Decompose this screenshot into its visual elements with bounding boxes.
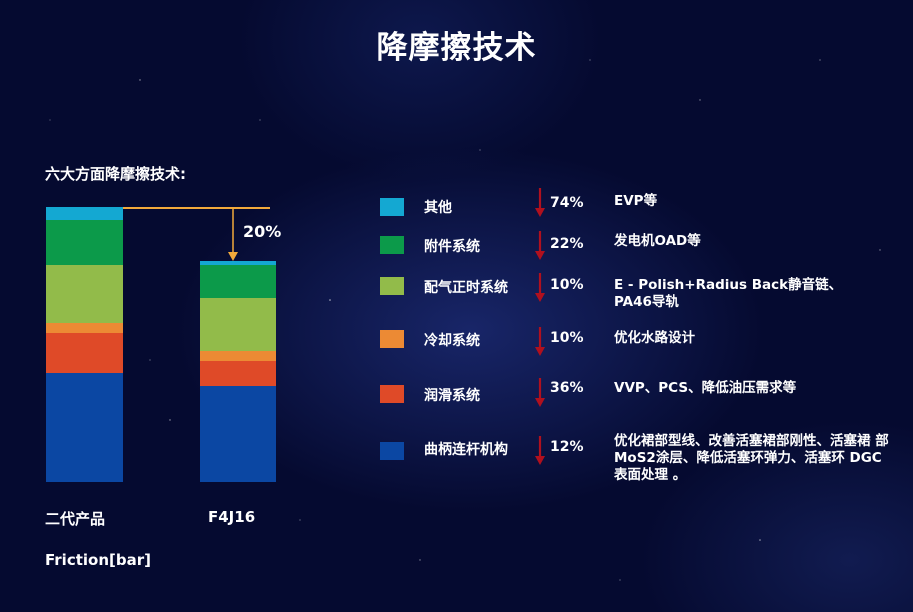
- legend-label-lube: 润滑系统: [424, 388, 480, 404]
- legend-label-accessory: 附件系统: [424, 239, 480, 255]
- legend-label-other: 其他: [424, 200, 452, 216]
- legend-swatch-accessory: [380, 236, 404, 254]
- down-arrow-icon: [535, 327, 545, 356]
- bar2-seg-cooling: [200, 351, 276, 361]
- reduction-pct-other: 74%: [550, 195, 584, 211]
- bar1-seg-valvetrain: [46, 265, 123, 323]
- legend-swatch-lube: [380, 385, 404, 403]
- reduction-pct-lube: 36%: [550, 380, 584, 396]
- legend-label-valvetrain: 配气正时系统: [424, 280, 508, 296]
- bar1-seg-accessory: [46, 220, 123, 265]
- x-label-f4j16: F4J16: [208, 508, 256, 526]
- bar2-seg-valvetrain: [200, 298, 276, 351]
- desc-accessory: 发电机OAD等: [614, 233, 701, 249]
- y-axis-label: Friction[bar]: [45, 551, 151, 569]
- legend-swatch-other: [380, 198, 404, 216]
- legend-swatch-valvetrain: [380, 277, 404, 295]
- legend-swatch-cooling: [380, 330, 404, 348]
- bar1-seg-lube: [46, 333, 123, 373]
- x-label-gen2: 二代产品: [45, 510, 106, 528]
- down-arrow-icon: [535, 436, 545, 465]
- down-arrow-icon: [535, 231, 545, 260]
- legend-label-crank: 曲柄连杆机构: [424, 442, 508, 458]
- desc-other: EVP等: [614, 193, 658, 209]
- reduction-arrow-icon: [228, 207, 238, 261]
- reference-line: [123, 207, 270, 209]
- bar1-seg-cooling: [46, 323, 123, 333]
- bar1-seg-crank: [46, 373, 123, 482]
- bar2-seg-lube: [200, 361, 276, 386]
- bar2-seg-accessory: [200, 265, 276, 298]
- down-arrow-icon: [535, 188, 545, 217]
- desc-lube: VVP、PCS、降低油压需求等: [614, 380, 797, 396]
- down-arrow-icon: [535, 273, 545, 302]
- desc-cooling: 优化水路设计: [614, 330, 695, 346]
- reduction-pct-cooling: 10%: [550, 330, 584, 346]
- bar1-seg-other: [46, 207, 123, 220]
- reduction-pct-crank: 12%: [550, 439, 584, 455]
- bar2-seg-crank: [200, 386, 276, 482]
- bar-stack-gen2: [46, 207, 123, 482]
- reduction-pct-accessory: 22%: [550, 236, 584, 252]
- page-title: 降摩擦技术: [376, 30, 537, 66]
- desc-crank: 优化裙部型线、改善活塞裙部刚性、活塞裙 部MoS2涂层、降低活塞环弹力、活塞环 …: [614, 433, 889, 483]
- desc-valvetrain: E - Polish+Radius Back静音链、PA46导轨: [614, 277, 843, 310]
- total-reduction-label: 20%: [243, 222, 282, 241]
- down-arrow-icon: [535, 378, 545, 407]
- legend-swatch-crank: [380, 442, 404, 460]
- reduction-pct-valvetrain: 10%: [550, 277, 584, 293]
- bar2-seg-other: [200, 261, 276, 265]
- legend-label-cooling: 冷却系统: [424, 333, 480, 349]
- bar-stack-f4j16: [200, 261, 276, 482]
- chart-subtitle: 六大方面降摩擦技术:: [45, 165, 186, 183]
